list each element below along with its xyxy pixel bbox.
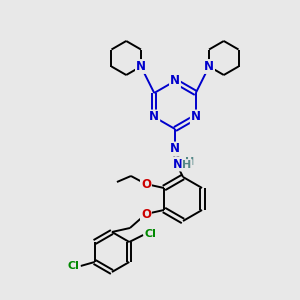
Text: O: O [141, 178, 151, 190]
Text: H: H [185, 157, 195, 167]
Text: O: O [141, 208, 151, 220]
Text: N: N [191, 110, 201, 124]
Text: N: N [136, 60, 146, 73]
Text: N: N [170, 142, 180, 155]
Text: H: H [182, 160, 192, 170]
Text: N: N [204, 60, 214, 73]
Text: Cl: Cl [68, 261, 80, 271]
Text: N: N [173, 158, 183, 170]
Text: N: N [149, 110, 159, 124]
Text: N: N [170, 74, 180, 88]
Text: Cl: Cl [144, 229, 156, 239]
